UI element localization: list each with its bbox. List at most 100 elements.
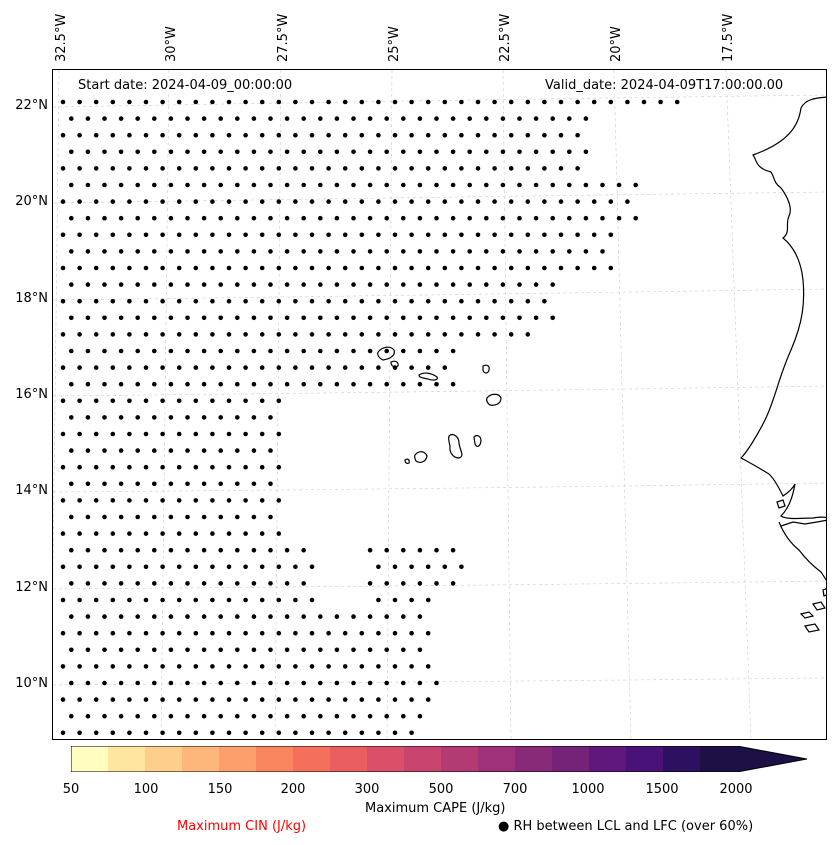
rh-marker-dot <box>351 116 356 121</box>
rh-marker-dot <box>201 182 207 188</box>
rh-marker-dot <box>77 132 82 138</box>
rh-marker-dot <box>384 149 390 155</box>
rh-marker-dot <box>259 431 265 437</box>
rh-marker-dot <box>85 647 91 653</box>
rh-marker-dot <box>608 99 614 105</box>
rh-marker-dot <box>450 315 456 321</box>
rh-marker-dot <box>102 116 107 121</box>
rh-marker-dot <box>152 481 157 487</box>
rh-marker-dot <box>484 215 489 221</box>
rh-marker-dot <box>102 581 107 586</box>
rh-marker-dot <box>168 182 174 188</box>
rh-marker-dot <box>135 348 140 354</box>
island-santiago <box>447 433 463 459</box>
rh-marker-dot <box>425 199 431 204</box>
rh-marker-dot <box>401 215 406 221</box>
rh-marker-dot <box>417 614 423 619</box>
rh-marker-dot <box>508 166 514 171</box>
rh-marker-dot <box>143 365 149 370</box>
rh-marker-dot <box>293 232 298 238</box>
rh-marker-dot <box>276 132 282 138</box>
rh-marker-dot <box>367 381 373 387</box>
rh-marker-dot <box>401 116 406 121</box>
rh-marker-dot <box>392 232 398 238</box>
rh-marker-dot <box>235 348 240 354</box>
rh-marker-dot <box>226 166 232 171</box>
rh-marker-dot <box>276 166 282 171</box>
rh-marker-dot <box>77 166 82 171</box>
rh-marker-dot <box>243 597 248 603</box>
rh-marker-dot <box>334 647 340 653</box>
rh-marker-dot <box>218 514 223 520</box>
rh-marker-dot <box>193 232 199 238</box>
rh-marker-dot <box>185 182 190 188</box>
rh-marker-dot <box>176 498 182 503</box>
rh-marker-dot <box>160 166 165 171</box>
rh-marker-dot <box>467 149 473 155</box>
rh-marker-dot <box>210 365 215 370</box>
rh-marker-dot <box>143 99 149 105</box>
rh-marker-dot <box>318 680 323 686</box>
rh-marker-dot <box>268 182 273 188</box>
rh-marker-dot <box>176 431 182 437</box>
rh-marker-dot <box>284 249 290 254</box>
rh-marker-dot <box>392 199 398 204</box>
rh-marker-dot <box>143 630 149 636</box>
rh-marker-dot <box>243 697 248 702</box>
rh-marker-dot <box>533 282 539 287</box>
rh-marker-dot <box>160 498 165 503</box>
rh-marker-dot <box>276 199 282 204</box>
cape-colorbar <box>71 746 807 772</box>
rh-marker-dot <box>226 564 232 570</box>
rh-marker-dot <box>127 531 132 536</box>
rh-marker-dot <box>210 166 215 171</box>
rh-marker-dot <box>334 713 340 719</box>
rh-marker-dot <box>226 398 232 404</box>
rh-marker-dot <box>442 232 448 238</box>
rh-marker-dot <box>268 547 273 553</box>
rh-marker-dot <box>326 99 331 105</box>
rh-marker-dot <box>93 464 99 470</box>
rh-marker-dot <box>243 564 248 570</box>
rh-marker-dot <box>235 116 240 121</box>
rh-marker-dot <box>542 199 547 204</box>
rh-marker-dot <box>77 332 82 337</box>
rh-marker-dot <box>168 581 174 586</box>
rh-marker-dot <box>558 199 564 204</box>
rh-marker-dot <box>334 149 340 155</box>
rh-marker-dot <box>475 265 481 271</box>
rh-marker-dot <box>85 614 91 619</box>
rh-marker-dot <box>218 448 223 453</box>
rh-marker-dot <box>168 481 174 487</box>
rh-marker-dot <box>118 680 124 686</box>
rh-marker-dot <box>193 166 199 171</box>
rh-marker-dot <box>376 166 381 171</box>
coast-islet-2 <box>822 588 826 597</box>
rh-marker-dot <box>450 149 456 155</box>
rh-marker-dot <box>550 182 555 188</box>
rh-marker-dot <box>235 547 240 553</box>
rh-marker-dot <box>401 381 406 387</box>
rh-marker-dot <box>118 713 124 719</box>
rh-marker-dot <box>376 630 381 636</box>
colorbar-segment <box>626 746 663 772</box>
rh-marker-dot <box>176 630 182 636</box>
rh-marker-dot <box>492 99 497 105</box>
rh-marker-dot <box>500 149 506 155</box>
rh-marker-dot <box>425 630 431 636</box>
rh-marker-dot <box>185 348 190 354</box>
rh-marker-dot <box>185 514 190 520</box>
rh-marker-dot <box>185 215 190 221</box>
rh-marker-dot <box>401 149 406 155</box>
rh-marker-dot <box>600 182 605 188</box>
rh-marker-dot <box>351 282 356 287</box>
rh-marker-dot <box>185 547 190 553</box>
rh-marker-dot <box>193 498 199 503</box>
rh-marker-dot <box>475 232 481 238</box>
rh-marker-dot <box>342 298 348 304</box>
rh-marker-dot <box>102 448 107 453</box>
rh-marker-dot <box>450 381 456 387</box>
gridlines <box>53 70 826 739</box>
rh-marker-dot <box>301 182 306 188</box>
rh-marker-dot <box>309 697 315 702</box>
